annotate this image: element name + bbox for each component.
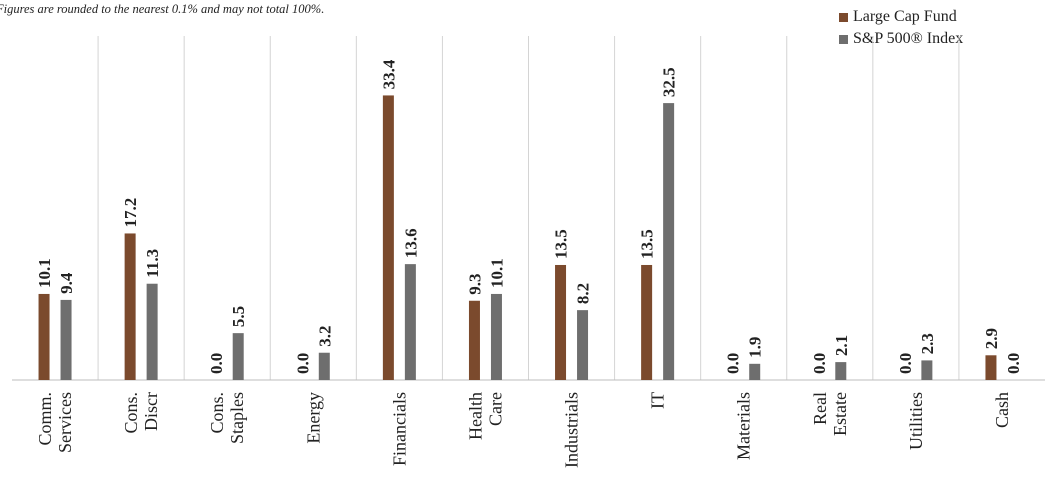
data-label-sp500-index: 32.5 xyxy=(660,67,679,97)
chart-legend: Large Cap Fund S&P 500® Index xyxy=(839,6,963,50)
category-tick-label: Care xyxy=(485,392,505,426)
category-tick-label: Estate xyxy=(830,392,850,436)
data-label-large-cap-fund: 13.5 xyxy=(638,229,657,259)
bar-sp500-index xyxy=(232,333,244,380)
category-tick-label: IT xyxy=(648,392,668,409)
data-label-large-cap-fund: 0.0 xyxy=(896,353,915,374)
data-label-sp500-index: 11.3 xyxy=(143,249,162,278)
data-label-large-cap-fund: 0.0 xyxy=(724,353,743,374)
data-label-sp500-index: 10.1 xyxy=(487,258,506,288)
bar-sp500-index xyxy=(404,264,416,380)
bar-large-cap-fund xyxy=(468,300,480,380)
category-tick-label: Comm. xyxy=(35,392,55,446)
legend-label-index: S&P 500® Index xyxy=(853,30,964,47)
category-tick-label: Real xyxy=(810,392,830,425)
bar-sp500-index xyxy=(663,103,675,380)
category-tick-label: Financials xyxy=(389,392,409,466)
category-tick-label: Discr xyxy=(141,392,161,431)
bar-large-cap-fund xyxy=(641,264,653,380)
bar-sp500-index xyxy=(60,299,72,380)
category-tick-label: Industrials xyxy=(562,392,582,468)
legend-item-fund: Large Cap Fund xyxy=(839,6,963,28)
data-label-large-cap-fund: 2.9 xyxy=(982,328,1001,349)
data-label-large-cap-fund: 17.2 xyxy=(121,198,140,228)
legend-label-fund: Large Cap Fund xyxy=(853,8,957,25)
chart-footnote: Figures are rounded to the nearest 0.1% … xyxy=(0,2,325,16)
bar-sp500-index xyxy=(749,363,761,380)
data-label-large-cap-fund: 33.4 xyxy=(379,59,398,89)
bar-sp500-index xyxy=(577,310,589,380)
legend-item-index: S&P 500® Index xyxy=(839,28,963,50)
data-label-sp500-index: 5.5 xyxy=(229,306,248,327)
bar-large-cap-fund xyxy=(38,293,50,380)
category-tick-label: Health xyxy=(465,392,485,440)
legend-swatch-index xyxy=(839,34,848,44)
bar-sp500-index xyxy=(835,362,847,380)
data-label-sp500-index: 9.4 xyxy=(57,272,76,294)
data-label-large-cap-fund: 0.0 xyxy=(293,353,312,374)
data-label-sp500-index: 3.2 xyxy=(315,325,334,346)
data-label-sp500-index: 2.1 xyxy=(832,335,851,356)
category-tick-label: Energy xyxy=(303,392,323,444)
data-label-sp500-index: 2.3 xyxy=(918,333,937,354)
bar-large-cap-fund xyxy=(985,355,997,380)
bar-sp500-index xyxy=(921,360,933,380)
category-tick-label: Staples xyxy=(227,392,247,444)
data-label-sp500-index: 0.0 xyxy=(1004,353,1023,374)
category-tick-label: Cash xyxy=(992,392,1012,428)
category-tick-label: Materials xyxy=(734,392,754,460)
data-label-sp500-index: 13.6 xyxy=(401,228,420,258)
bar-sp500-index xyxy=(490,293,502,380)
category-tick-label: Cons. xyxy=(207,392,227,434)
bar-large-cap-fund xyxy=(124,233,136,380)
legend-swatch-fund xyxy=(839,12,848,22)
data-label-sp500-index: 8.2 xyxy=(574,283,593,304)
data-label-large-cap-fund: 0.0 xyxy=(810,353,829,374)
data-label-large-cap-fund: 9.3 xyxy=(465,274,484,295)
bar-sp500-index xyxy=(318,352,330,380)
category-tick-label: Utilities xyxy=(906,392,926,450)
data-label-sp500-index: 1.9 xyxy=(746,337,765,358)
data-label-large-cap-fund: 10.1 xyxy=(35,258,54,288)
bar-large-cap-fund xyxy=(382,95,394,380)
data-label-large-cap-fund: 0.0 xyxy=(207,353,226,374)
bar-sp500-index xyxy=(146,283,158,380)
bar-large-cap-fund xyxy=(555,264,567,380)
category-tick-label: Services xyxy=(55,392,75,453)
data-label-large-cap-fund: 13.5 xyxy=(552,229,571,259)
category-tick-label: Cons. xyxy=(121,392,141,434)
